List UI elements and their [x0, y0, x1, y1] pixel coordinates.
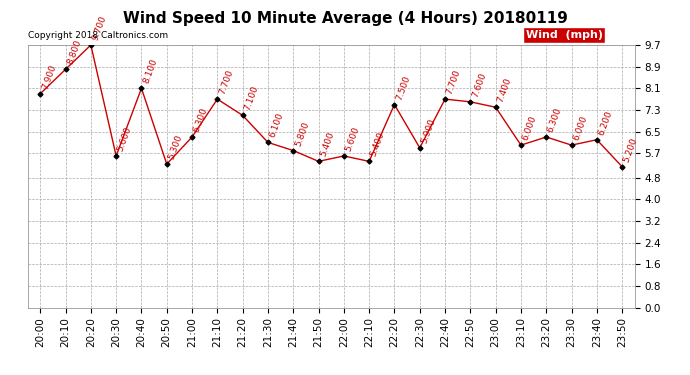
- Text: 7.900: 7.900: [40, 63, 57, 90]
- Text: 5.800: 5.800: [293, 120, 310, 147]
- Text: 5.400: 5.400: [369, 131, 386, 158]
- Text: 5.600: 5.600: [116, 125, 133, 153]
- Text: 7.600: 7.600: [471, 71, 488, 99]
- Text: 7.100: 7.100: [243, 85, 260, 112]
- Text: 5.200: 5.200: [622, 136, 640, 164]
- Text: 7.700: 7.700: [217, 69, 235, 96]
- Text: 6.000: 6.000: [521, 114, 538, 142]
- Text: 5.300: 5.300: [167, 134, 184, 161]
- Text: 6.300: 6.300: [546, 106, 564, 134]
- Text: Copyright 2018 Caltronics.com: Copyright 2018 Caltronics.com: [28, 31, 168, 40]
- Text: 5.900: 5.900: [420, 117, 437, 145]
- Text: 9.700: 9.700: [91, 14, 108, 42]
- Text: Wind  (mph): Wind (mph): [526, 30, 602, 40]
- Text: 6.100: 6.100: [268, 112, 285, 139]
- Text: 7.700: 7.700: [445, 69, 462, 96]
- Text: 6.300: 6.300: [192, 106, 209, 134]
- Text: 6.000: 6.000: [571, 114, 589, 142]
- Text: 5.400: 5.400: [319, 131, 336, 158]
- Text: 6.200: 6.200: [597, 109, 614, 136]
- Text: 8.100: 8.100: [141, 58, 159, 85]
- Text: 8.800: 8.800: [66, 39, 83, 66]
- Text: 5.600: 5.600: [344, 125, 361, 153]
- Text: 7.400: 7.400: [495, 77, 513, 104]
- Text: 7.500: 7.500: [395, 74, 412, 101]
- Text: Wind Speed 10 Minute Average (4 Hours) 20180119: Wind Speed 10 Minute Average (4 Hours) 2…: [123, 11, 567, 26]
